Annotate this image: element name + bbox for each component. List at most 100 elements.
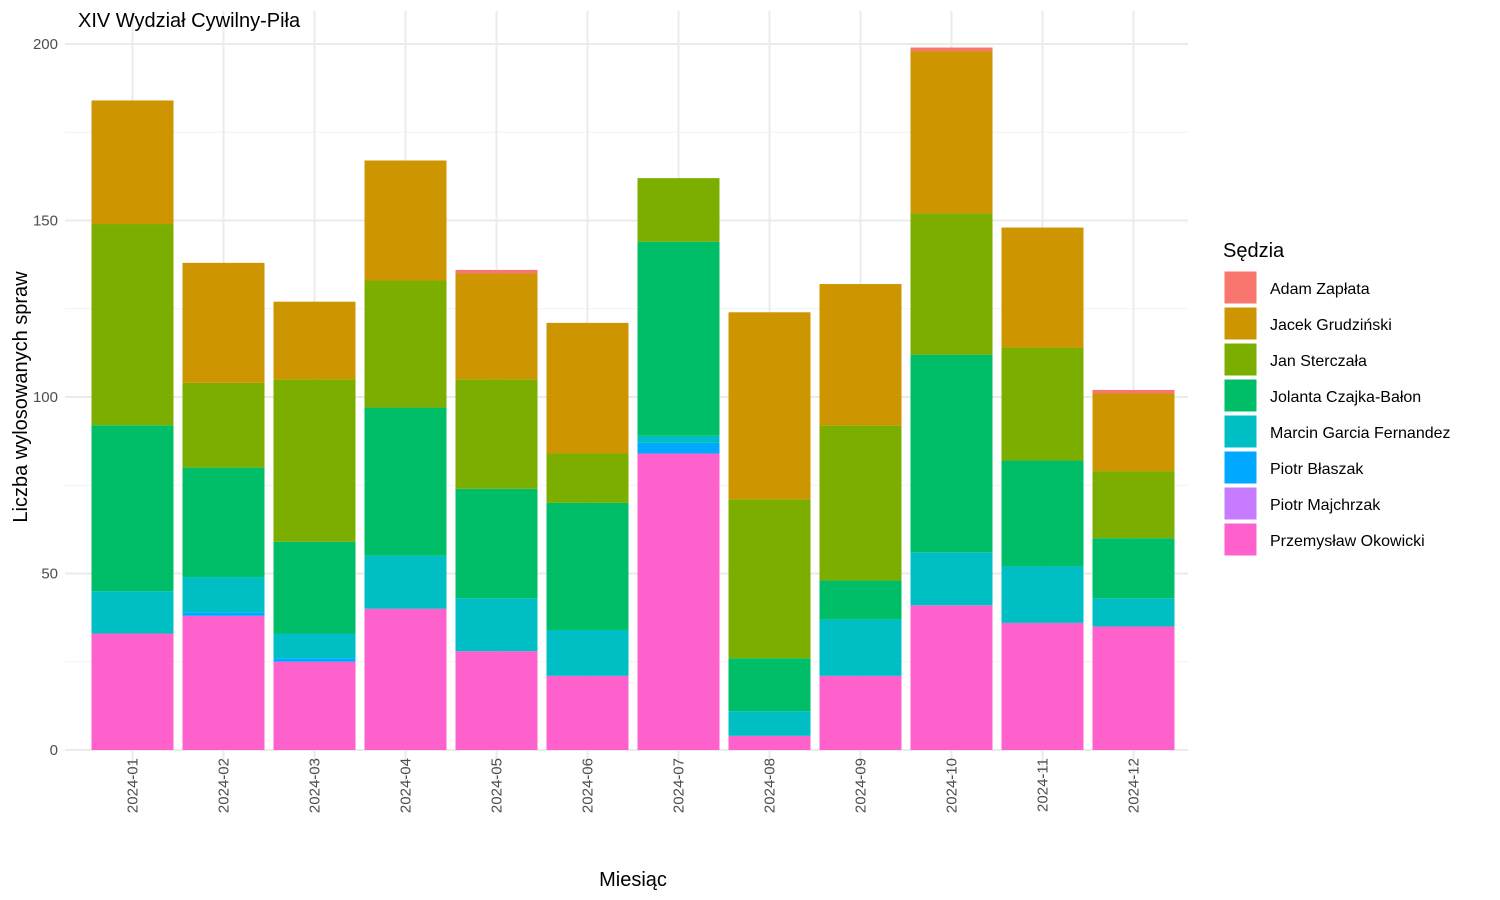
bar-segment: [728, 312, 811, 500]
legend-key: [1223, 414, 1258, 449]
y-tick-label: 100: [33, 389, 58, 406]
bar-segment: [182, 262, 265, 383]
x-tick-label: 2024-12: [1126, 758, 1143, 813]
bar-segment: [819, 619, 902, 676]
bar-segment: [1001, 460, 1084, 567]
bar-segment: [819, 675, 902, 750]
bar-segment: [637, 453, 720, 750]
bar-segment: [637, 241, 720, 436]
bar-segment: [728, 735, 811, 750]
bar-segment: [1092, 626, 1175, 750]
x-tick-label: 2024-07: [671, 758, 688, 813]
bar-segment: [728, 499, 811, 659]
bar-segment: [910, 47, 993, 52]
bar-segment: [273, 541, 356, 634]
y-tick-label: 150: [33, 213, 58, 230]
bar-segment: [182, 612, 265, 616]
x-tick-label: 2024-08: [762, 758, 779, 813]
bar-segment: [910, 552, 993, 606]
bar-segment: [546, 502, 629, 630]
bar-segment: [455, 598, 538, 652]
x-axis-title: Miesiąc: [599, 869, 667, 891]
bar-segment: [91, 633, 174, 750]
y-tick-label: 0: [50, 742, 58, 759]
legend-label: Jacek Grudziński: [1270, 317, 1392, 334]
bar-segment: [455, 379, 538, 489]
bar-segment: [819, 425, 902, 581]
bar-segment: [364, 280, 447, 408]
legend-label: Piotr Majchrzak: [1270, 497, 1381, 514]
x-tick-label: 2024-09: [853, 758, 870, 813]
y-axis-title: Liczba wylosowanych spraw: [10, 271, 32, 523]
legend-label: Jan Sterczała: [1270, 353, 1367, 370]
bar-segment: [1092, 389, 1175, 394]
bar-segment: [546, 675, 629, 750]
y-tick-label: 50: [41, 566, 58, 583]
bar-segment: [728, 658, 811, 712]
bar-segment: [546, 629, 629, 676]
bar-segment: [1001, 566, 1084, 623]
bar-segment: [364, 407, 447, 556]
bars: [91, 47, 1175, 750]
bar-segment: [819, 284, 902, 426]
legend-key: [1223, 306, 1258, 341]
bar-segment: [1092, 538, 1175, 599]
bar-segment: [364, 555, 447, 609]
legend-key: [1223, 522, 1258, 557]
legend-key: [1223, 378, 1258, 413]
bar-segment: [1001, 347, 1084, 461]
bar-segment: [182, 615, 265, 750]
bar-segment: [910, 354, 993, 553]
bar-segment: [455, 651, 538, 750]
x-tick-label: 2024-06: [580, 758, 597, 813]
bar-segment: [1092, 598, 1175, 627]
y-tick-labels: 0 50 100 150 200: [33, 36, 58, 759]
bar-segment: [455, 273, 538, 380]
x-tick-label: 2024-05: [489, 758, 506, 813]
x-tick-label: 2024-03: [307, 758, 324, 813]
bar-segment: [273, 379, 356, 542]
chart-title: XIV Wydział Cywilny-Piła: [78, 10, 301, 32]
bar-segment: [546, 453, 629, 503]
x-tick-label: 2024-11: [1035, 758, 1052, 812]
bar-segment: [637, 435, 720, 443]
legend-title: Sędzia: [1223, 240, 1285, 262]
bar-segment: [455, 488, 538, 599]
y-tick-label: 200: [33, 36, 58, 53]
legend-label: Adam Zapłata: [1270, 281, 1370, 298]
legend-label: Jolanta Czajka-Bałon: [1270, 389, 1421, 406]
bar-segment: [273, 633, 356, 659]
bar-segment: [1092, 393, 1175, 472]
bar-segment: [273, 661, 356, 750]
x-tick-label: 2024-10: [944, 758, 961, 813]
legend-label: Przemysław Okowicki: [1270, 533, 1425, 550]
bar-segment: [364, 160, 447, 281]
bar-segment: [1092, 471, 1175, 539]
bar-segment: [637, 442, 720, 454]
legend-label: Marcin Garcia Fernandez: [1270, 425, 1451, 442]
bar-segment: [91, 591, 174, 634]
bar-segment: [273, 658, 356, 662]
x-tick-label: 2024-01: [125, 758, 142, 813]
legend: Sędzia Adam Zapłata Jacek Grudziński Jan S…: [1223, 240, 1451, 557]
bar-segment: [455, 269, 538, 274]
bar-segment: [910, 213, 993, 355]
bar-segment: [910, 51, 993, 214]
bar-segment: [182, 577, 265, 613]
bar-segment: [546, 322, 629, 454]
bar-segment: [728, 711, 811, 736]
x-tick-labels: 2024-01 2024-02 2024-03 2024-04 2024-05 2024-…: [125, 758, 1143, 813]
x-tick-label: 2024-02: [216, 758, 233, 813]
bar-segment: [182, 382, 265, 468]
bar-segment: [1001, 227, 1084, 348]
bar-segment: [910, 605, 993, 750]
bar-segment: [273, 301, 356, 380]
bar-segment: [91, 224, 174, 426]
legend-key: [1223, 486, 1258, 521]
bar-segment: [637, 178, 720, 242]
x-tick-label: 2024-04: [398, 758, 415, 813]
bar-segment: [1001, 622, 1084, 750]
legend-key: [1223, 450, 1258, 485]
bar-segment: [91, 425, 174, 592]
